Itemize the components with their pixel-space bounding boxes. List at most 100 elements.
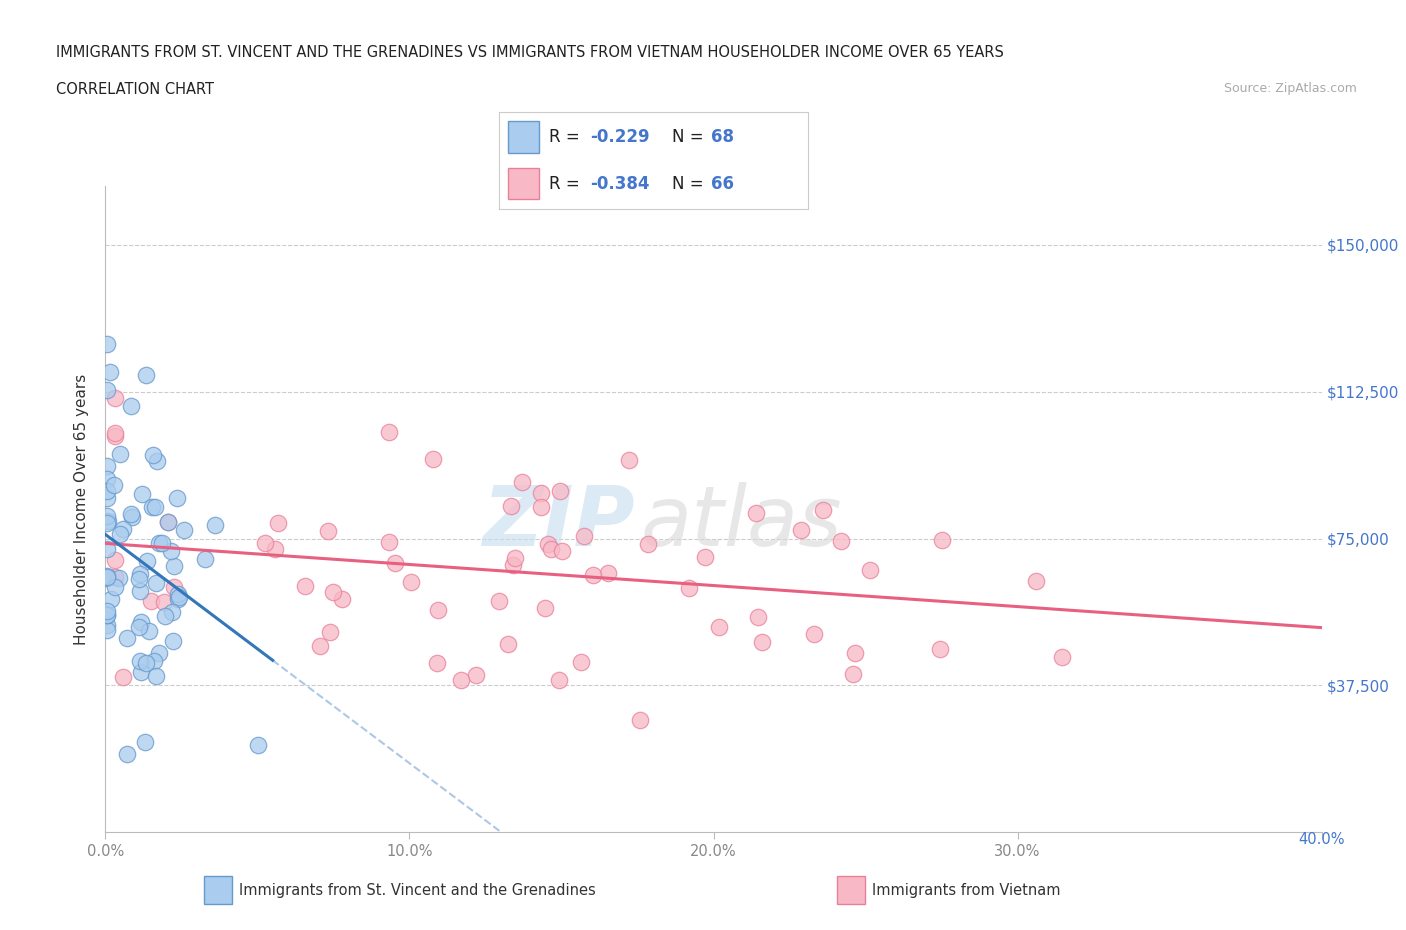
Point — [830, 534, 852, 549]
Point — [751, 634, 773, 649]
Point — [150, 536, 173, 551]
Point — [120, 399, 142, 414]
Text: CORRELATION CHART: CORRELATION CHART — [56, 82, 214, 97]
Point — [842, 667, 865, 682]
Point — [160, 605, 183, 620]
Point — [156, 514, 179, 529]
Point — [384, 555, 406, 570]
Point — [1052, 649, 1074, 664]
Point — [96, 604, 118, 618]
Point — [96, 458, 118, 473]
Point — [254, 535, 277, 550]
Text: N =: N = — [672, 128, 709, 146]
Point — [294, 578, 316, 593]
Point — [422, 452, 444, 467]
Point — [308, 638, 330, 653]
Point — [131, 487, 153, 502]
Point — [103, 570, 125, 585]
Point — [129, 665, 152, 680]
Point — [96, 569, 118, 584]
Text: -0.229: -0.229 — [591, 128, 650, 146]
Point — [530, 499, 553, 514]
Point — [426, 656, 449, 671]
Point — [496, 636, 519, 651]
Text: 68: 68 — [711, 128, 734, 146]
Point — [128, 584, 150, 599]
Point — [204, 517, 226, 532]
Point — [153, 608, 176, 623]
Point — [537, 537, 560, 551]
Point — [145, 453, 167, 468]
Point — [533, 601, 555, 616]
Point — [134, 735, 156, 750]
Point — [548, 672, 571, 687]
Point — [121, 509, 143, 524]
Point — [96, 515, 118, 530]
Point — [141, 593, 163, 608]
Point — [96, 484, 118, 498]
Point — [166, 591, 188, 606]
Point — [378, 534, 401, 549]
Point — [138, 624, 160, 639]
Point — [96, 618, 118, 632]
Text: ZIP: ZIP — [482, 482, 634, 563]
Point — [111, 522, 134, 537]
Point — [117, 631, 139, 645]
Point — [163, 579, 186, 594]
Point — [115, 747, 138, 762]
Point — [128, 619, 150, 634]
Point — [96, 509, 118, 524]
Text: atlas: atlas — [641, 482, 842, 563]
Point — [97, 514, 120, 529]
Point — [628, 712, 651, 727]
Point — [108, 526, 131, 541]
Point — [548, 483, 571, 498]
Point — [747, 610, 769, 625]
Point — [264, 542, 287, 557]
Point — [318, 625, 340, 640]
Point — [145, 669, 167, 684]
Point — [96, 607, 118, 622]
Point — [790, 522, 813, 537]
Point — [129, 654, 152, 669]
Point — [450, 673, 472, 688]
Point — [98, 365, 121, 379]
Point — [637, 537, 659, 551]
Point — [120, 506, 142, 521]
Text: Source: ZipAtlas.com: Source: ZipAtlas.com — [1223, 82, 1357, 95]
Y-axis label: Householder Income Over 65 years: Householder Income Over 65 years — [75, 374, 90, 644]
Point — [157, 514, 180, 529]
Point — [844, 645, 866, 660]
Point — [695, 550, 717, 565]
Point — [135, 553, 157, 568]
Point — [803, 627, 825, 642]
Text: 66: 66 — [711, 175, 734, 193]
Point — [96, 382, 118, 397]
Text: R =: R = — [548, 175, 585, 193]
Point — [96, 490, 118, 505]
Point — [167, 589, 190, 604]
Point — [194, 551, 217, 566]
Point — [142, 447, 165, 462]
Point — [330, 591, 353, 606]
Point — [510, 474, 533, 489]
Text: Immigrants from St. Vincent and the Grenadines: Immigrants from St. Vincent and the Gren… — [239, 883, 596, 897]
Point — [96, 337, 118, 352]
Point — [160, 543, 183, 558]
Point — [143, 499, 166, 514]
Point — [96, 472, 118, 487]
Point — [100, 591, 122, 606]
Point — [811, 503, 834, 518]
Point — [148, 536, 170, 551]
Point — [129, 614, 152, 629]
Text: Immigrants from Vietnam: Immigrants from Vietnam — [872, 883, 1060, 897]
Point — [142, 654, 165, 669]
Point — [129, 566, 152, 581]
Point — [1025, 574, 1047, 589]
Point — [96, 607, 118, 622]
Point — [530, 485, 553, 500]
Point — [551, 544, 574, 559]
Point — [103, 391, 125, 405]
Point — [596, 565, 619, 580]
Point — [96, 569, 118, 584]
